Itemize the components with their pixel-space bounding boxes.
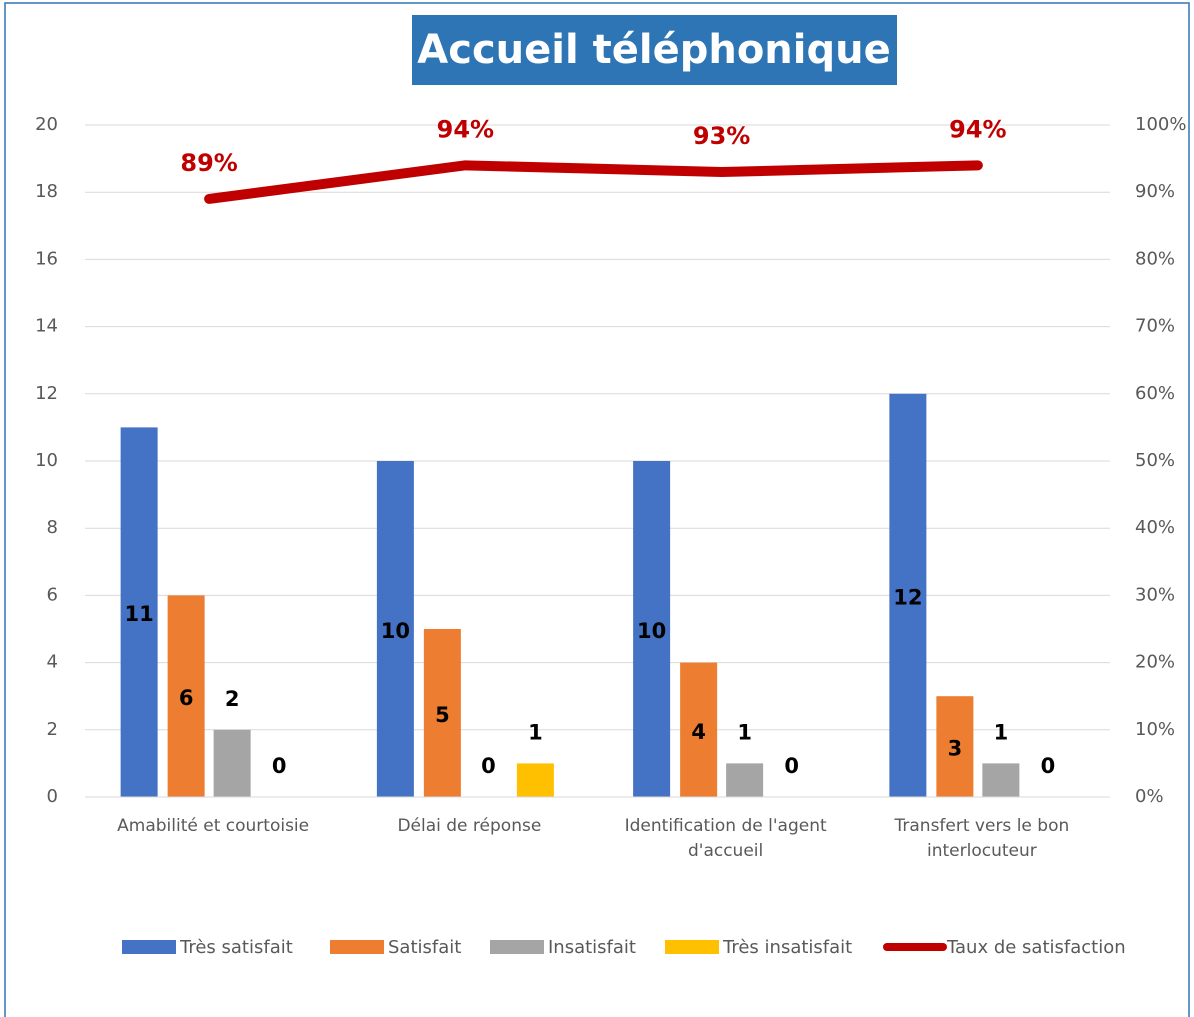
bar-data-label: 1 <box>737 720 752 744</box>
bar-data-label: 1 <box>528 720 543 744</box>
y-tick-label: 16 <box>35 248 58 269</box>
y2-tick-label: 60% <box>1135 383 1175 404</box>
bar-data-label: 6 <box>179 686 194 710</box>
y2-tick-label: 10% <box>1135 719 1175 740</box>
bar-data-label: 0 <box>784 754 799 778</box>
bar-data-label: 10 <box>381 619 410 643</box>
bar-data-label: 0 <box>481 754 496 778</box>
y2-tick-label: 50% <box>1135 450 1175 471</box>
bar <box>423 629 461 797</box>
legend-label: Taux de satisfaction <box>946 937 1126 958</box>
legend-label: Très insatisfait <box>722 937 852 958</box>
y-tick-label: 18 <box>35 181 58 202</box>
y2-tick-label: 70% <box>1135 316 1175 337</box>
y2-tick-label: 40% <box>1135 517 1175 538</box>
line <box>204 160 983 204</box>
bar-data-label: 10 <box>637 619 666 643</box>
bar-data-label: 1 <box>994 720 1009 744</box>
y2-tick-label: 0% <box>1135 786 1164 807</box>
bar <box>680 662 718 797</box>
x-tick-label: Délai de réponse <box>397 816 542 836</box>
bar <box>120 427 158 797</box>
bar-data-label: 12 <box>893 585 922 609</box>
y2-tick-label: 80% <box>1135 248 1175 269</box>
y-tick-label: 10 <box>35 450 58 471</box>
bar <box>376 461 414 797</box>
bar <box>516 763 554 797</box>
bar <box>633 461 671 797</box>
bar-data-label: 4 <box>691 720 706 744</box>
bar <box>726 763 764 797</box>
legend-swatch <box>665 940 719 954</box>
bar <box>889 393 927 797</box>
y2-tick-label: 100% <box>1135 114 1186 135</box>
y-tick-label: 8 <box>47 517 58 538</box>
line-data-label: 94% <box>949 115 1006 143</box>
y-tick-label: 6 <box>47 584 58 605</box>
line-data-label: 89% <box>180 149 237 177</box>
legend-swatch <box>122 940 176 954</box>
y-tick-label: 20 <box>35 114 58 135</box>
bar-data-label: 2 <box>225 687 240 711</box>
bar-data-label: 5 <box>435 703 450 727</box>
bar-data-label: 3 <box>948 737 963 761</box>
bar-data-label: 0 <box>1041 754 1056 778</box>
y-tick-label: 14 <box>35 316 58 337</box>
x-tick-label: Identification de l'agent d'accueil <box>624 816 827 861</box>
bar <box>936 696 974 797</box>
legend-label: Insatisfait <box>548 937 636 958</box>
legend-swatch <box>490 940 544 954</box>
bar <box>167 595 205 797</box>
bar-data-label: 0 <box>272 754 287 778</box>
bar <box>982 763 1020 797</box>
y2-tick-label: 20% <box>1135 652 1175 673</box>
y2-tick-label: 90% <box>1135 181 1175 202</box>
y-tick-label: 12 <box>35 383 58 404</box>
legend-label: Satisfait <box>388 937 461 958</box>
line-data-label: 93% <box>693 122 750 150</box>
bar <box>213 729 251 797</box>
y-tick-label: 4 <box>47 652 58 673</box>
x-tick-label: Transfert vers le bon interlocuteur <box>894 816 1070 861</box>
line-data-label: 94% <box>437 115 494 143</box>
title-box <box>412 15 897 85</box>
y-tick-label: 0 <box>47 786 58 807</box>
legend-label: Très satisfait <box>179 937 293 958</box>
legend-swatch <box>330 940 384 954</box>
x-tick-label: Amabilité et courtoisie <box>117 816 310 836</box>
y-tick-label: 2 <box>47 719 58 740</box>
chart-title: Accueil téléphonique <box>417 27 890 73</box>
bar-data-label: 11 <box>125 602 154 626</box>
y2-tick-label: 30% <box>1135 584 1175 605</box>
